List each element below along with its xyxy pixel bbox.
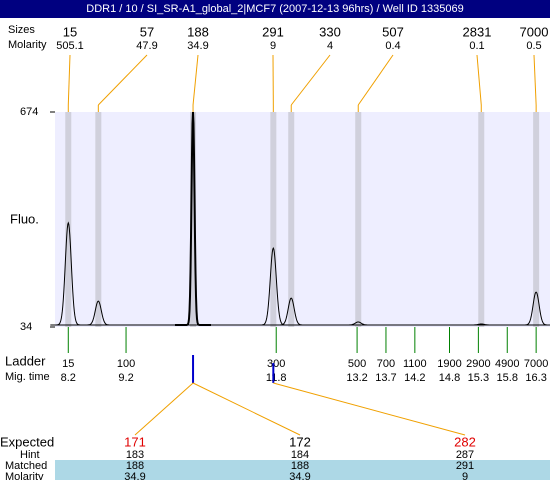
- ladder-time: 8.2: [61, 372, 76, 384]
- peak: [80, 300, 117, 326]
- peak-size: 330: [319, 24, 341, 39]
- ladder-time: 13.2: [346, 372, 367, 384]
- molarity-label: Molarity: [8, 39, 47, 51]
- matched: 188: [291, 460, 309, 472]
- ladder-time: 14.2: [404, 372, 425, 384]
- ladder-time: 16.3: [525, 372, 546, 384]
- peak-band: [95, 112, 102, 327]
- ladder-size: 15: [62, 358, 74, 370]
- molarity: 34.9: [124, 471, 145, 480]
- match-connector: [192, 382, 301, 436]
- ladder-size: 4900: [495, 358, 519, 370]
- peak-size: 291: [262, 24, 284, 39]
- peak: [518, 291, 550, 326]
- expected: 171: [124, 434, 146, 449]
- peak-connector: [67, 54, 71, 106]
- peak-band: [533, 112, 540, 327]
- ladder-time: 13.7: [375, 372, 396, 384]
- y-label: Fluo.: [10, 211, 39, 226]
- size-label: Sizes: [8, 24, 35, 36]
- peak-molarity: 0.4: [385, 40, 400, 52]
- ladder-label: Ladder: [5, 353, 46, 368]
- peak: [255, 246, 292, 326]
- peak: [463, 323, 500, 326]
- molarity: 9: [462, 471, 468, 480]
- hint: 184: [291, 449, 309, 461]
- expected: 172: [289, 434, 311, 449]
- peak: [175, 111, 211, 326]
- plot-area: [55, 112, 550, 327]
- ladder-time: 14.8: [439, 372, 460, 384]
- ladder-size: 100: [117, 358, 135, 370]
- peak-molarity: 4: [327, 40, 333, 52]
- peak-molarity: 0.5: [526, 40, 541, 52]
- peak-size: 188: [187, 24, 209, 39]
- peak-connector: [357, 54, 394, 106]
- peak-connector: [290, 54, 331, 106]
- peak-connector: [192, 54, 199, 106]
- table-label: Hint: [20, 449, 40, 461]
- hint: 183: [126, 449, 144, 461]
- ladder-size: 700: [377, 358, 395, 370]
- peak-size: 2831: [463, 24, 492, 39]
- peak-band: [478, 112, 485, 327]
- ladder-time: 15.8: [497, 372, 518, 384]
- molarity: 34.9: [289, 471, 310, 480]
- ladder-size: 7000: [524, 358, 548, 370]
- peak-connector: [476, 54, 482, 106]
- peak-molarity: 505.1: [56, 40, 84, 52]
- expected: 282: [454, 434, 476, 449]
- match-connector: [134, 382, 194, 436]
- ladder-time: 11.8: [266, 372, 287, 384]
- matched: 188: [126, 460, 144, 472]
- peak-connector: [533, 54, 537, 106]
- ladder-size: 500: [348, 358, 366, 370]
- peak-molarity: 9: [270, 40, 276, 52]
- y-tick-label: 34: [20, 321, 32, 333]
- title-bar: [0, 0, 550, 18]
- table-label: Molarity: [5, 471, 44, 480]
- ladder-size: 2900: [466, 358, 490, 370]
- ladder-size: 1100: [403, 358, 427, 370]
- ladder-size: 1900: [437, 358, 461, 370]
- peak-band: [65, 112, 72, 327]
- peak-molarity: 0.1: [469, 40, 484, 52]
- hint: 287: [456, 449, 474, 461]
- mig-time-label: Mig. time: [5, 371, 50, 383]
- title: DDR1 / 10 / SI_SR-A1_global_2|MCF7 (2007…: [86, 3, 463, 15]
- peak: [340, 321, 377, 326]
- match-connector: [273, 382, 466, 436]
- peak-band: [190, 112, 197, 327]
- peak-molarity: 34.9: [187, 40, 208, 52]
- ladder-time: 9.2: [118, 372, 133, 384]
- peak-size: 7000: [520, 24, 549, 39]
- peak-molarity: 47.9: [136, 40, 157, 52]
- peak-band: [288, 112, 295, 327]
- table-label: Matched: [5, 460, 47, 472]
- peak-size: 15: [63, 24, 77, 39]
- peak-band: [355, 112, 362, 327]
- peak: [273, 297, 310, 326]
- peak-connector: [97, 54, 148, 106]
- matched: 291: [456, 460, 474, 472]
- table-label: Expected: [0, 434, 54, 449]
- peak-size: 57: [140, 24, 154, 39]
- y-tick-label: 674: [20, 106, 38, 118]
- ladder-size: 300: [267, 358, 285, 370]
- ladder-time: 15.3: [468, 372, 489, 384]
- peak-band: [270, 112, 277, 327]
- peak-size: 507: [382, 24, 404, 39]
- table-highlight: [55, 460, 550, 480]
